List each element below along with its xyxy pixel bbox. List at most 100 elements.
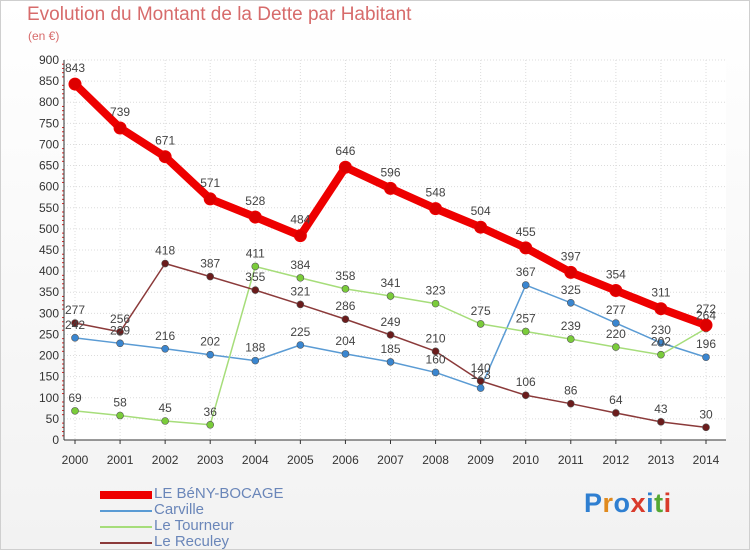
x-tick-label: 2014	[693, 453, 720, 467]
data-label: 311	[651, 286, 670, 300]
y-tick-label: 550	[39, 201, 59, 215]
data-point	[612, 343, 620, 351]
y-tick-label: 600	[39, 180, 59, 194]
data-point	[71, 319, 79, 327]
data-point	[431, 368, 440, 377]
data-point	[206, 420, 215, 429]
data-label: 739	[110, 105, 130, 119]
data-label: 355	[245, 270, 265, 284]
data-point	[429, 202, 443, 216]
data-label: 188	[245, 341, 265, 355]
logo-letter: r	[602, 488, 614, 518]
data-point	[566, 399, 575, 408]
legend-swatch	[100, 542, 152, 544]
y-tick-label: 400	[39, 264, 59, 278]
data-point	[566, 335, 575, 343]
y-tick-label: 300	[39, 306, 59, 320]
data-point	[431, 299, 440, 308]
x-tick-label: 2010	[512, 453, 539, 467]
data-label: 571	[200, 176, 220, 190]
data-label: 43	[654, 402, 668, 416]
legend-item: LE BéNY-BOCAGE	[100, 485, 360, 502]
data-label: 229	[110, 323, 130, 337]
data-point	[476, 320, 485, 328]
data-label: 216	[155, 329, 175, 343]
data-point	[609, 284, 623, 298]
data-label: 69	[68, 391, 82, 405]
data-point	[113, 121, 127, 135]
y-tick-label: 200	[39, 349, 59, 363]
x-tick-label: 2000	[62, 453, 89, 467]
data-point	[384, 181, 397, 195]
data-point	[338, 160, 352, 174]
data-label: 36	[204, 405, 218, 419]
data-point	[341, 350, 350, 358]
data-point	[116, 328, 124, 336]
chart-subtitle: (en €)	[28, 29, 60, 43]
data-label: 140	[471, 361, 491, 375]
data-label: 596	[380, 165, 400, 179]
data-label: 30	[699, 407, 713, 421]
y-tick-label: 700	[39, 137, 59, 151]
data-label: 367	[516, 265, 536, 279]
data-point	[296, 300, 305, 309]
data-point	[521, 327, 530, 336]
data-point	[564, 265, 578, 279]
data-label: 843	[65, 61, 85, 75]
data-point	[116, 411, 124, 420]
data-point	[519, 241, 533, 255]
logo-letter: t	[654, 488, 664, 518]
data-point	[521, 281, 530, 289]
data-label: 646	[335, 144, 355, 158]
x-tick-label: 2003	[197, 453, 224, 467]
data-label: 225	[290, 325, 310, 339]
data-label: 323	[426, 284, 446, 298]
data-point	[476, 377, 485, 385]
data-label: 418	[155, 244, 175, 258]
data-point	[702, 423, 710, 432]
data-label: 455	[516, 225, 536, 239]
data-label: 264	[696, 309, 716, 323]
data-point	[158, 150, 172, 164]
data-point	[654, 302, 668, 316]
data-label: 230	[651, 323, 671, 337]
y-tick-label: 0	[52, 433, 59, 447]
data-label: 341	[380, 276, 400, 290]
data-point	[699, 318, 713, 332]
data-label: 210	[426, 331, 446, 345]
data-label: 504	[471, 204, 491, 218]
data-point	[386, 358, 395, 366]
legend-label: LE BéNY-BOCAGE	[154, 485, 284, 502]
data-label: 397	[561, 249, 581, 263]
data-label: 484	[290, 213, 310, 227]
data-point	[521, 391, 530, 400]
data-label: 45	[158, 401, 172, 415]
y-tick-label: 650	[39, 159, 59, 173]
data-point	[68, 77, 82, 91]
y-tick-label: 450	[39, 243, 59, 257]
data-label: 325	[561, 283, 581, 297]
logo-letter: x	[630, 488, 647, 518]
data-point	[71, 407, 79, 415]
data-label: 202	[651, 335, 671, 349]
data-point	[251, 356, 260, 365]
y-tick-label: 350	[39, 285, 59, 299]
data-point	[251, 262, 260, 271]
data-label: 160	[426, 352, 446, 366]
y-tick-label: 100	[39, 391, 59, 405]
data-point	[248, 210, 262, 224]
y-tick-label: 150	[39, 370, 59, 384]
data-point	[386, 292, 395, 300]
legend-item: Le Tourneur	[100, 517, 360, 534]
logo-letter: i	[663, 488, 672, 518]
legend-label: Le Tourneur	[154, 517, 234, 534]
data-point	[203, 192, 217, 206]
data-point	[657, 350, 665, 359]
data-label: 277	[606, 303, 626, 317]
data-point	[251, 286, 260, 294]
data-point	[431, 347, 440, 356]
y-tick-label: 850	[39, 74, 59, 88]
data-label: 354	[606, 268, 626, 282]
data-point	[206, 350, 215, 359]
